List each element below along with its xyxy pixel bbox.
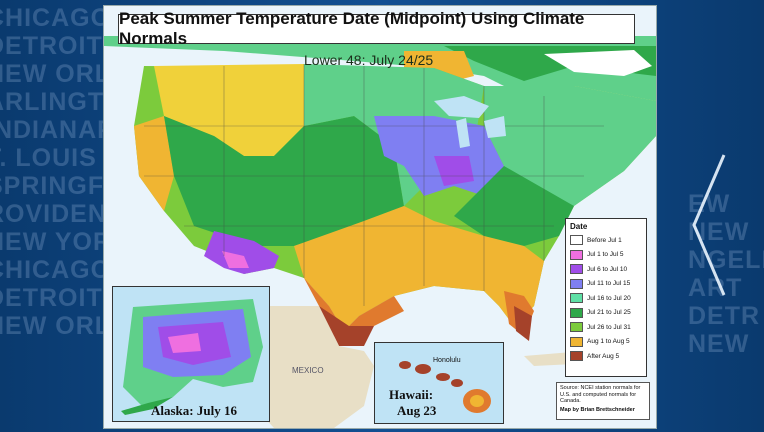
bg-city-text: CHICAGO [0, 4, 112, 32]
bg-city-text: ART [688, 274, 743, 302]
legend-item: Jul 1 to Jul 5 [570, 248, 642, 263]
legend-label: Before Jul 1 [587, 236, 622, 244]
legend-label: Jul 6 to Jul 10 [587, 265, 628, 273]
legend-title: Date [570, 222, 588, 231]
legend-item: Jul 26 to Jul 31 [570, 320, 642, 335]
bg-city-text: NGELES [688, 246, 764, 274]
hawaii-inset: Honolulu Hawaii: Aug 23 [374, 342, 504, 424]
legend-swatch [570, 249, 583, 260]
bg-city-text: NEW [688, 330, 750, 358]
legend-swatch [570, 351, 583, 362]
chevron-decoration-icon [692, 154, 726, 296]
bg-city-text: EW [688, 190, 731, 218]
legend-label: After Aug 5 [587, 352, 620, 360]
lower48-label: Lower 48: July 24/25 [304, 52, 434, 68]
hawaii-label: Hawaii: [389, 387, 434, 402]
hawaii-graphic [399, 361, 491, 413]
bg-city-text: DETROIT [0, 284, 103, 312]
legend-item: Jul 11 to Jul 15 [570, 277, 642, 292]
honolulu-label: Honolulu [433, 357, 461, 364]
legend-label: Jul 1 to Jul 5 [587, 251, 624, 259]
map-title: Peak Summer Temperature Date (Midpoint) … [118, 9, 635, 48]
bg-city-text: T. LOUIS [0, 144, 97, 172]
legend: Date Before Jul 1 Jul 1 to Jul 5 Jul 6 t… [565, 218, 647, 377]
legend-swatch [570, 278, 583, 289]
map-graphic [104, 36, 656, 428]
legend-swatch [570, 235, 583, 246]
alaska-graphic [121, 299, 263, 415]
source-text: Source: NCEI station normals for U.S. an… [560, 385, 641, 405]
mexico-label: MEXICO [292, 366, 324, 375]
legend-label: Aug 1 to Aug 5 [587, 338, 630, 346]
legend-swatch [570, 264, 583, 275]
alaska-inset: Alaska: July 16 [112, 286, 270, 422]
legend-item: Jul 16 to Jul 20 [570, 291, 642, 306]
legend-label: Jul 16 to Jul 20 [587, 294, 631, 302]
legend-item: Before Jul 1 [570, 233, 642, 248]
legend-label: Jul 26 to Jul 31 [587, 323, 631, 331]
legend-label: Jul 21 to Jul 25 [587, 309, 631, 317]
legend-label: Jul 11 to Jul 15 [587, 280, 631, 288]
legend-swatch [570, 322, 583, 333]
legend-swatch [570, 336, 583, 347]
bg-city-text: CHICAGO [0, 256, 112, 284]
bg-city-text: DETROIT [0, 32, 103, 60]
bg-city-text: DETR [688, 302, 761, 330]
source-note: Source: NCEI station normals for U.S. an… [556, 382, 650, 420]
legend-item: Aug 1 to Aug 5 [570, 335, 642, 350]
temperature-map: Peak Summer Temperature Date (Midpoint) … [103, 5, 657, 429]
legend-swatch [570, 293, 583, 304]
legend-item: Jul 6 to Jul 10 [570, 262, 642, 277]
legend-swatch [570, 307, 583, 318]
alaska-label: Alaska: July 16 [151, 403, 237, 418]
legend-item: Jul 21 to Jul 25 [570, 306, 642, 321]
hawaii-date-label: Aug 23 [397, 403, 437, 418]
legend-item: After Aug 5 [570, 349, 642, 364]
credit-text: Map by Brian Brettschneider [560, 406, 635, 413]
